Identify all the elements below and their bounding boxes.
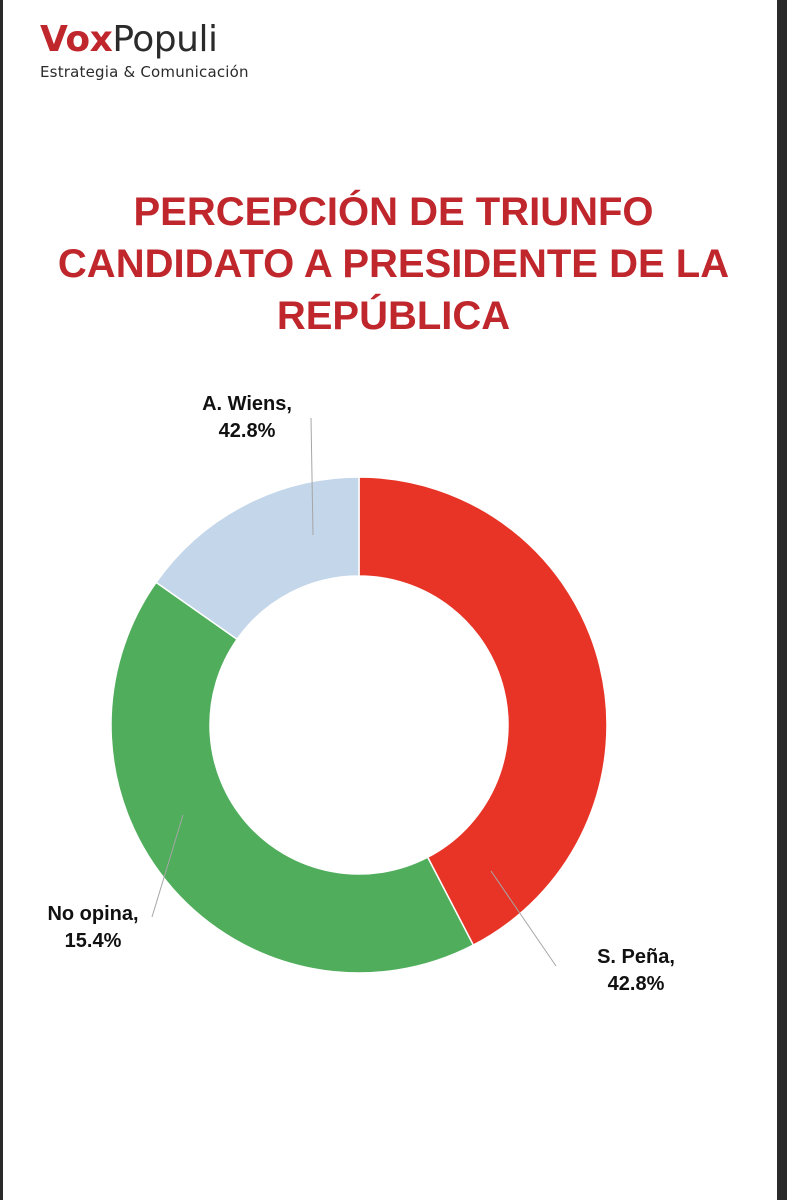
leader-lines: [151, 417, 557, 967]
chart-title: PERCEPCIÓN DE TRIUNFO CANDIDATO A PRESID…: [20, 186, 767, 342]
donut-slices: [110, 476, 608, 974]
title-line-1: PERCEPCIÓN DE TRIUNFO: [133, 190, 654, 234]
page-border-left: [0, 0, 3, 1200]
data-labels: A. Wiens, 42.8% S. Peña, 42.8% No opina, 15.4…: [47, 393, 674, 995]
data-label-value: 15.4%: [65, 930, 122, 952]
logo-wordmark: VoxPopuli: [40, 20, 249, 60]
data-label-value: 42.8%: [219, 420, 276, 442]
leader-line: [151, 814, 184, 918]
data-label-value: 42.8%: [608, 973, 665, 995]
data-label: No opina, 15.4%: [47, 903, 138, 952]
logo-populi: Populi: [112, 19, 218, 60]
title-line-2: CANDIDATO A PRESIDENTE DE LA: [57, 242, 730, 286]
voxpopuli-logo: VoxPopuli Estrategia & Comunicación: [40, 20, 249, 82]
title-line-3: REPÚBLICA: [276, 294, 511, 338]
data-label: A. Wiens, 42.8%: [202, 393, 292, 442]
data-label: S. Peña, 42.8%: [597, 946, 675, 995]
slice-no-opina: [155, 476, 360, 641]
data-label-name: A. Wiens,: [202, 393, 292, 415]
logo-tagline: Estrategia & Comunicación: [40, 63, 249, 81]
slice-s-pe-a: [110, 581, 475, 974]
page-border-right: [777, 0, 787, 1200]
leader-line: [490, 870, 557, 967]
leader-line: [310, 417, 314, 536]
donut-chart: A. Wiens, 42.8% S. Peña, 42.8% No opina, 15.4…: [47, 393, 674, 995]
slice-a-wiens: [358, 476, 608, 947]
data-label-name: No opina,: [47, 903, 138, 925]
logo-vox: Vox: [40, 19, 113, 60]
data-label-name: S. Peña,: [597, 946, 675, 968]
